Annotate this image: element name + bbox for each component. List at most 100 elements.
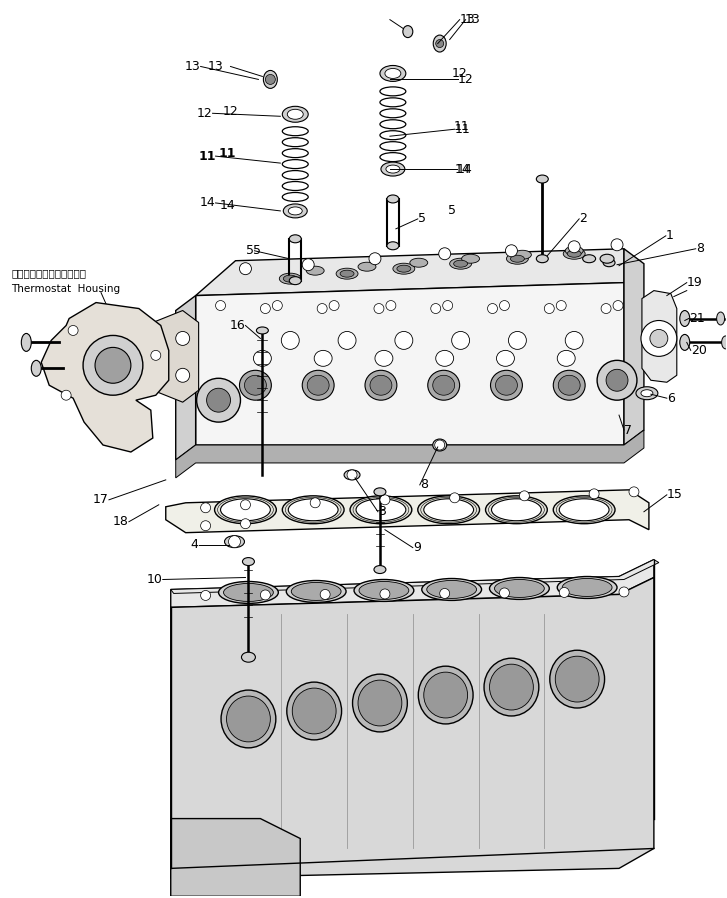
Circle shape (320, 589, 330, 600)
Ellipse shape (263, 70, 277, 88)
Ellipse shape (489, 665, 534, 710)
Text: 8: 8 (419, 479, 427, 491)
Ellipse shape (239, 370, 271, 401)
Text: 9: 9 (413, 541, 421, 554)
Ellipse shape (374, 488, 386, 496)
Polygon shape (642, 291, 677, 383)
Circle shape (395, 331, 413, 349)
Ellipse shape (356, 498, 406, 521)
Ellipse shape (350, 496, 411, 524)
Circle shape (176, 331, 190, 346)
Ellipse shape (374, 566, 386, 574)
Ellipse shape (287, 110, 303, 119)
Text: 11: 11 (198, 150, 216, 163)
Ellipse shape (565, 246, 583, 255)
Polygon shape (196, 249, 624, 295)
Ellipse shape (403, 26, 413, 38)
Ellipse shape (336, 269, 358, 279)
Ellipse shape (254, 350, 271, 366)
Text: 16: 16 (230, 319, 246, 332)
Ellipse shape (21, 333, 31, 351)
Ellipse shape (600, 254, 614, 263)
Circle shape (650, 330, 668, 348)
Polygon shape (196, 283, 624, 445)
Ellipse shape (306, 266, 324, 275)
Ellipse shape (410, 259, 427, 268)
Ellipse shape (314, 350, 332, 366)
Ellipse shape (497, 350, 515, 366)
Ellipse shape (553, 496, 615, 524)
Ellipse shape (603, 259, 615, 267)
Text: 1: 1 (666, 229, 674, 242)
Text: 11: 11 (454, 123, 470, 136)
Ellipse shape (380, 66, 406, 82)
Ellipse shape (418, 496, 480, 524)
Ellipse shape (636, 387, 658, 400)
Circle shape (150, 350, 161, 360)
Text: 15: 15 (667, 489, 683, 501)
Circle shape (597, 360, 637, 401)
Circle shape (206, 388, 230, 412)
Ellipse shape (227, 696, 270, 742)
Circle shape (380, 495, 390, 505)
Text: 7: 7 (624, 424, 632, 436)
Ellipse shape (244, 375, 266, 395)
Ellipse shape (344, 470, 360, 480)
Circle shape (611, 239, 623, 251)
Circle shape (61, 391, 71, 401)
Polygon shape (176, 295, 196, 460)
Ellipse shape (484, 658, 539, 716)
Text: 14: 14 (457, 163, 473, 176)
Circle shape (619, 587, 629, 597)
Text: 21: 21 (688, 312, 704, 325)
Ellipse shape (582, 255, 595, 263)
Ellipse shape (223, 584, 273, 602)
Ellipse shape (433, 439, 446, 451)
Circle shape (338, 331, 356, 349)
Ellipse shape (241, 652, 255, 662)
Ellipse shape (292, 688, 336, 734)
Circle shape (239, 263, 252, 275)
Polygon shape (171, 819, 300, 896)
Ellipse shape (358, 262, 376, 271)
Ellipse shape (450, 259, 472, 269)
Ellipse shape (292, 583, 341, 601)
Circle shape (443, 301, 453, 311)
Ellipse shape (393, 263, 415, 274)
Ellipse shape (221, 690, 276, 748)
Ellipse shape (486, 496, 547, 524)
Circle shape (435, 40, 443, 48)
Ellipse shape (489, 577, 550, 600)
Ellipse shape (424, 672, 467, 718)
Ellipse shape (537, 255, 548, 263)
Circle shape (310, 497, 320, 507)
Ellipse shape (454, 260, 467, 268)
Ellipse shape (302, 370, 334, 401)
Text: 12: 12 (451, 67, 467, 80)
Text: 2: 2 (579, 213, 587, 225)
Ellipse shape (433, 375, 454, 395)
Circle shape (519, 491, 529, 501)
Ellipse shape (243, 558, 254, 566)
Ellipse shape (680, 334, 690, 350)
Circle shape (83, 336, 142, 395)
Text: 14: 14 (455, 163, 470, 176)
Ellipse shape (567, 251, 581, 257)
Ellipse shape (418, 666, 473, 724)
Ellipse shape (289, 234, 301, 242)
Ellipse shape (358, 680, 402, 726)
Text: Thermostat  Housing: Thermostat Housing (12, 284, 121, 294)
Circle shape (556, 301, 566, 311)
Ellipse shape (558, 577, 617, 598)
Circle shape (435, 440, 445, 450)
Ellipse shape (641, 390, 653, 397)
Text: 13: 13 (185, 60, 201, 73)
Ellipse shape (513, 251, 531, 260)
Ellipse shape (563, 248, 585, 260)
Circle shape (260, 304, 270, 313)
Text: 18: 18 (113, 515, 129, 528)
Ellipse shape (370, 375, 392, 395)
Circle shape (281, 331, 300, 349)
Ellipse shape (494, 579, 545, 597)
Ellipse shape (462, 254, 480, 263)
